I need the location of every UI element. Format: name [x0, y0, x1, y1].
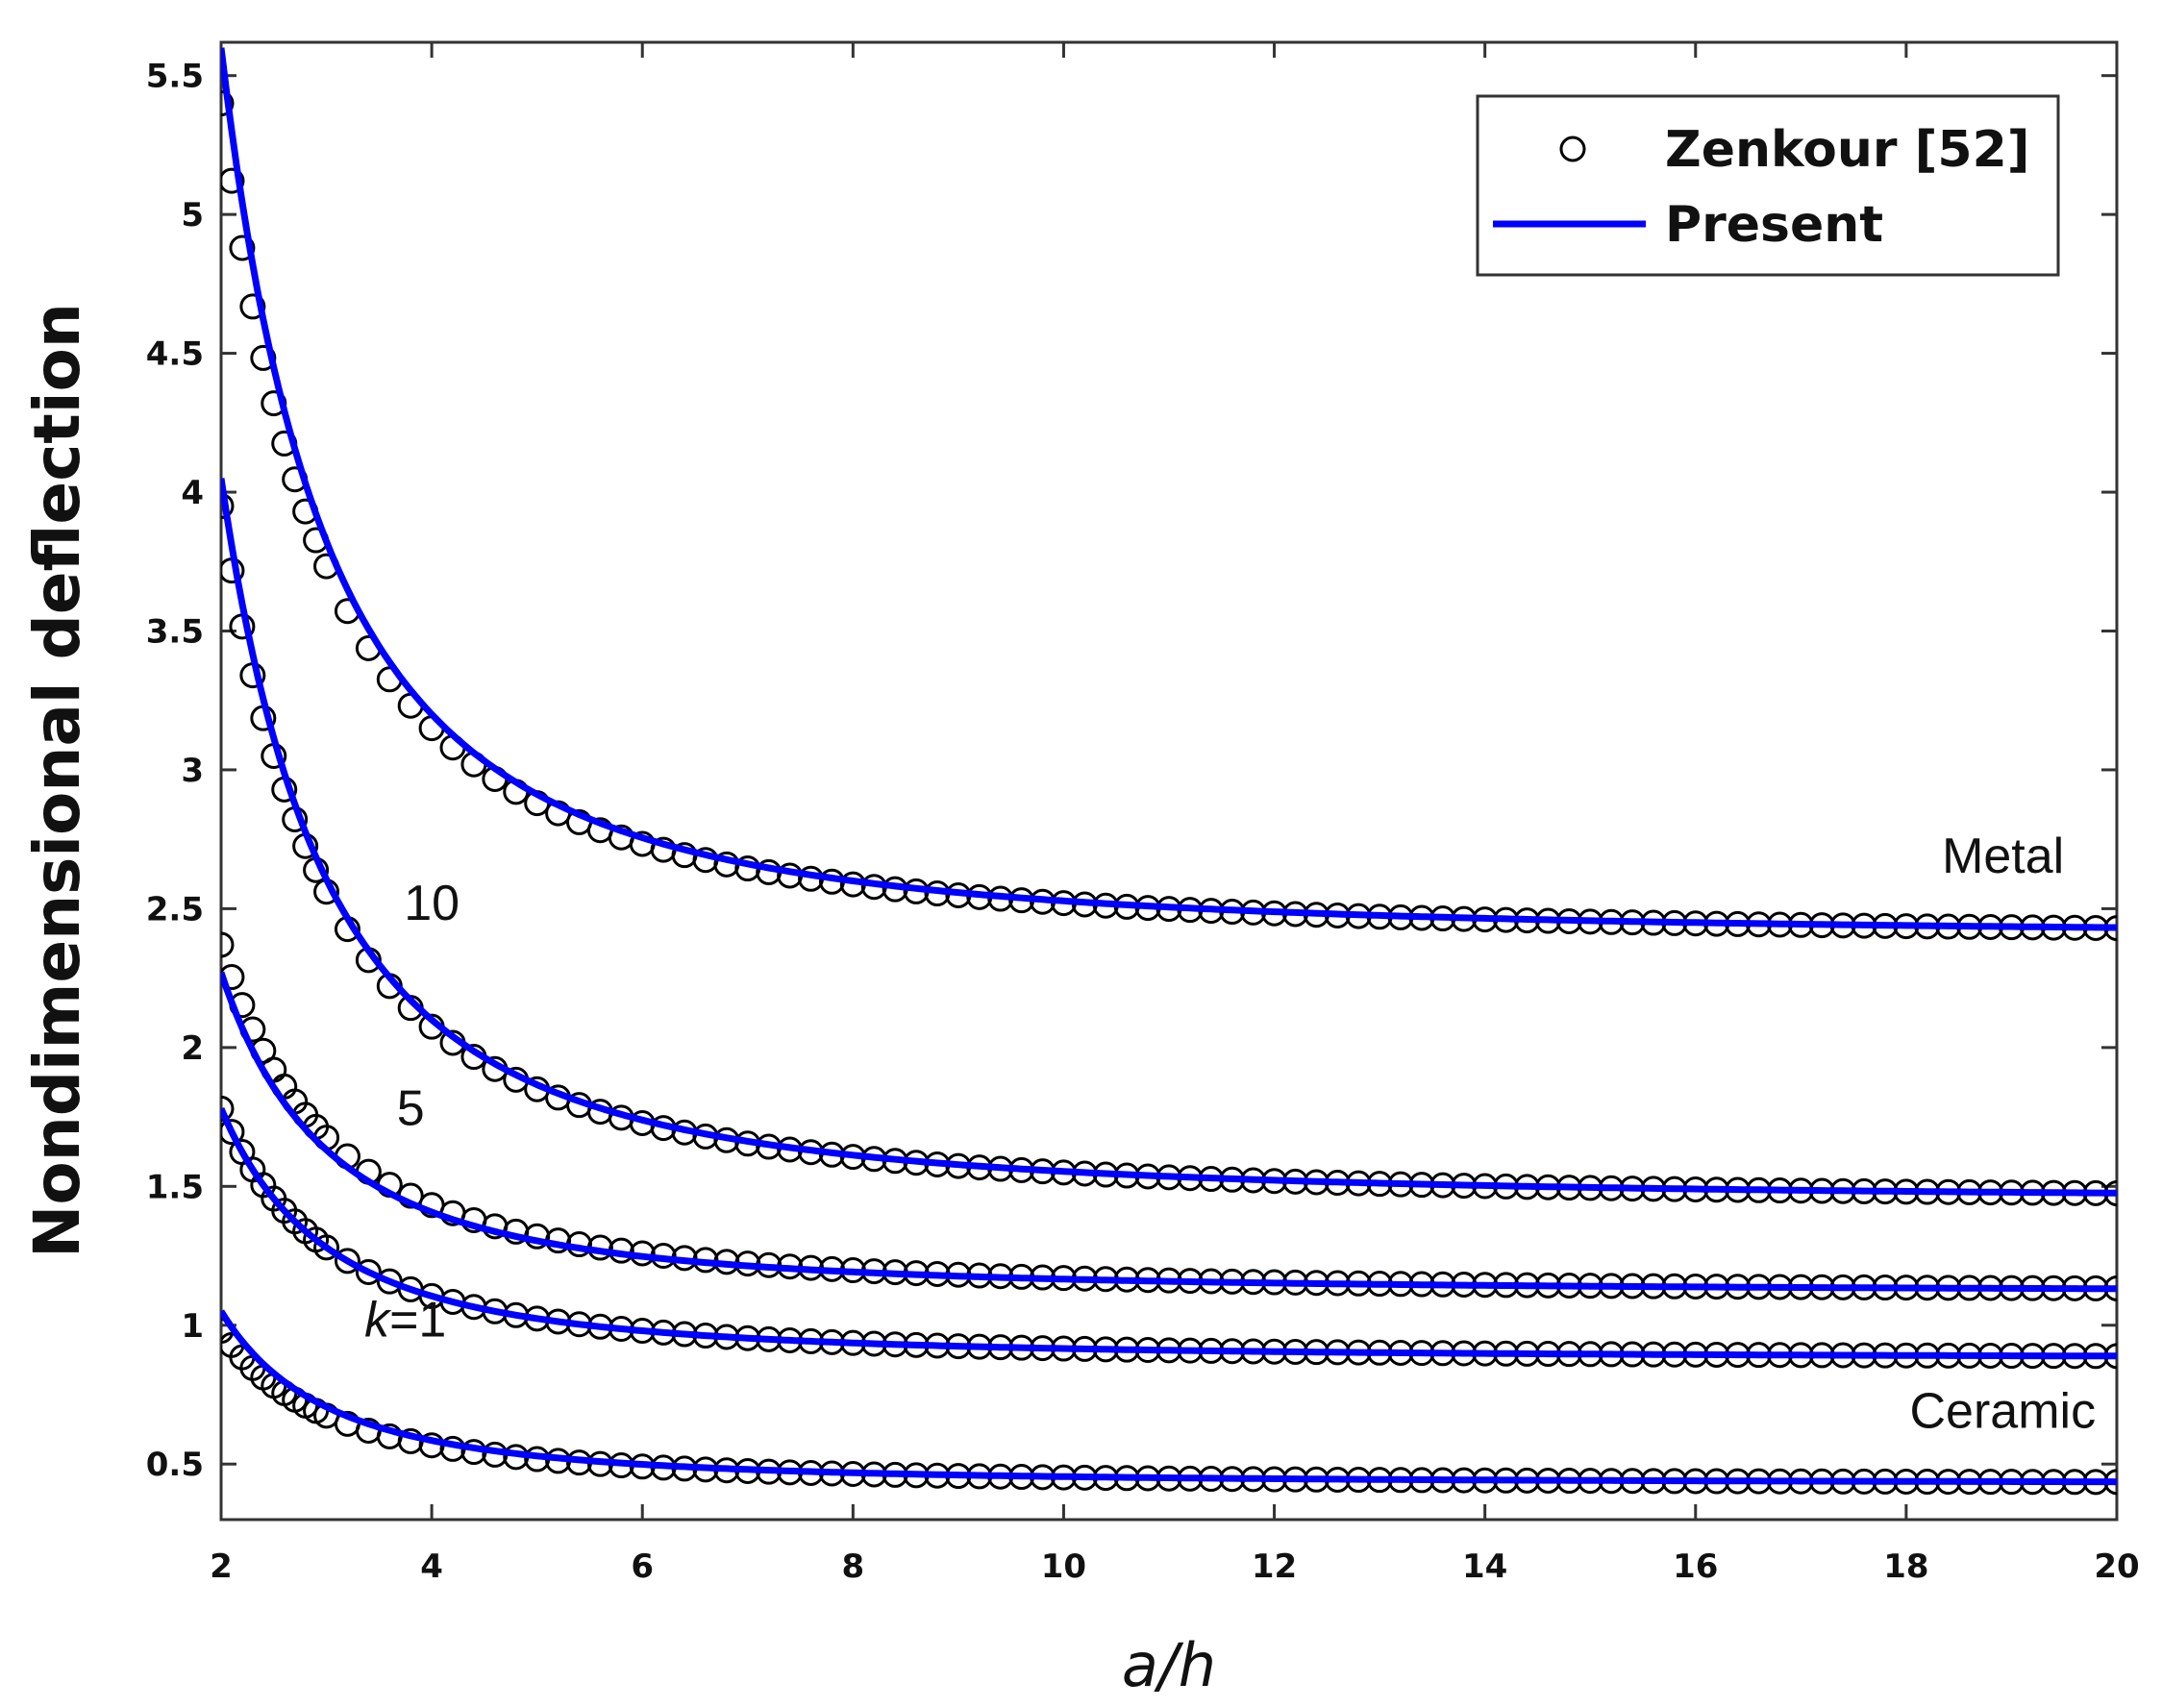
zenkour-point — [221, 90, 235, 117]
axis-ticks — [219, 42, 2119, 1520]
y-tick-label: 2.5 — [146, 890, 204, 928]
present-line — [221, 1106, 2117, 1360]
curve-label: 5 — [397, 1081, 425, 1137]
zenkour-point — [221, 1095, 235, 1122]
zenkour-point — [221, 964, 245, 991]
zenkour-point — [221, 167, 245, 194]
curve-label: 10 — [404, 876, 460, 931]
legend-circle-marker — [1559, 136, 1586, 162]
y-tick-label: 4 — [181, 474, 204, 512]
present-line — [221, 47, 2117, 931]
zenkour-point — [229, 235, 256, 261]
y-tick-label: 4.5 — [146, 335, 204, 374]
legend-box — [1476, 94, 2060, 277]
x-axis-title: a/h — [1122, 1630, 1216, 1700]
zenkour-point — [221, 492, 235, 519]
y-axis-title: Nondimensional deflection — [20, 303, 94, 1258]
curve-label: Ceramic — [1910, 1384, 2097, 1440]
legend: Zenkour [52] Present — [1476, 94, 2060, 277]
zenkour-point — [221, 931, 235, 958]
y-tick-label: 5.5 — [146, 58, 204, 96]
zenkour-point — [334, 1248, 360, 1275]
present-line — [221, 1309, 2117, 1486]
zenkour-point — [239, 293, 266, 320]
x-tick-label: 10 — [1041, 1547, 1086, 1586]
legend-label-zenkour: Zenkour [52] — [1665, 121, 2030, 179]
x-tick-label: 16 — [1673, 1547, 1718, 1586]
x-tick-label: 6 — [631, 1547, 654, 1586]
series-k-10 — [221, 478, 2117, 1207]
present-line — [221, 478, 2117, 1197]
y-tick-label: 1.5 — [146, 1168, 204, 1206]
series-k-5 — [221, 931, 2117, 1301]
curve-label: Metal — [1942, 829, 2064, 884]
y-tick-label: 5 — [181, 196, 204, 235]
x-tick-label: 12 — [1252, 1547, 1297, 1586]
y-tick-label: 2 — [181, 1029, 204, 1068]
present-line — [221, 971, 2117, 1293]
tick-labels: 2 4 6 8 10 12 14 16 18 20 0.5 1 1.5 2 2.5 3 3.5 4 4.5 5 5.5 — [146, 58, 2140, 1586]
x-tick-label: 18 — [1883, 1547, 1928, 1586]
zenkour-point — [221, 1119, 245, 1146]
zenkour-point — [313, 1234, 340, 1261]
series-metal — [221, 47, 2117, 942]
y-tick-label: 0.5 — [146, 1446, 204, 1484]
y-tick-label: 3 — [181, 752, 204, 790]
curve-label: k=1 — [364, 1292, 446, 1348]
x-tick-label: 4 — [420, 1547, 443, 1586]
x-tick-label: 2 — [210, 1547, 233, 1586]
curve-annotations: Metal 10 5 k=1 Ceramic — [364, 829, 2096, 1440]
y-tick-label: 1 — [181, 1307, 204, 1346]
plot-background — [219, 40, 2119, 1522]
zenkour-point — [355, 1258, 382, 1285]
x-tick-label: 14 — [1462, 1547, 1507, 1586]
legend-label-present: Present — [1665, 196, 1883, 254]
x-tick-label: 8 — [841, 1547, 864, 1586]
series-k-1 — [221, 1095, 2117, 1370]
y-tick-label: 3.5 — [146, 612, 204, 651]
series-group — [221, 47, 2117, 1496]
series-ceramic — [221, 1309, 2117, 1496]
x-tick-label: 20 — [2094, 1547, 2139, 1586]
